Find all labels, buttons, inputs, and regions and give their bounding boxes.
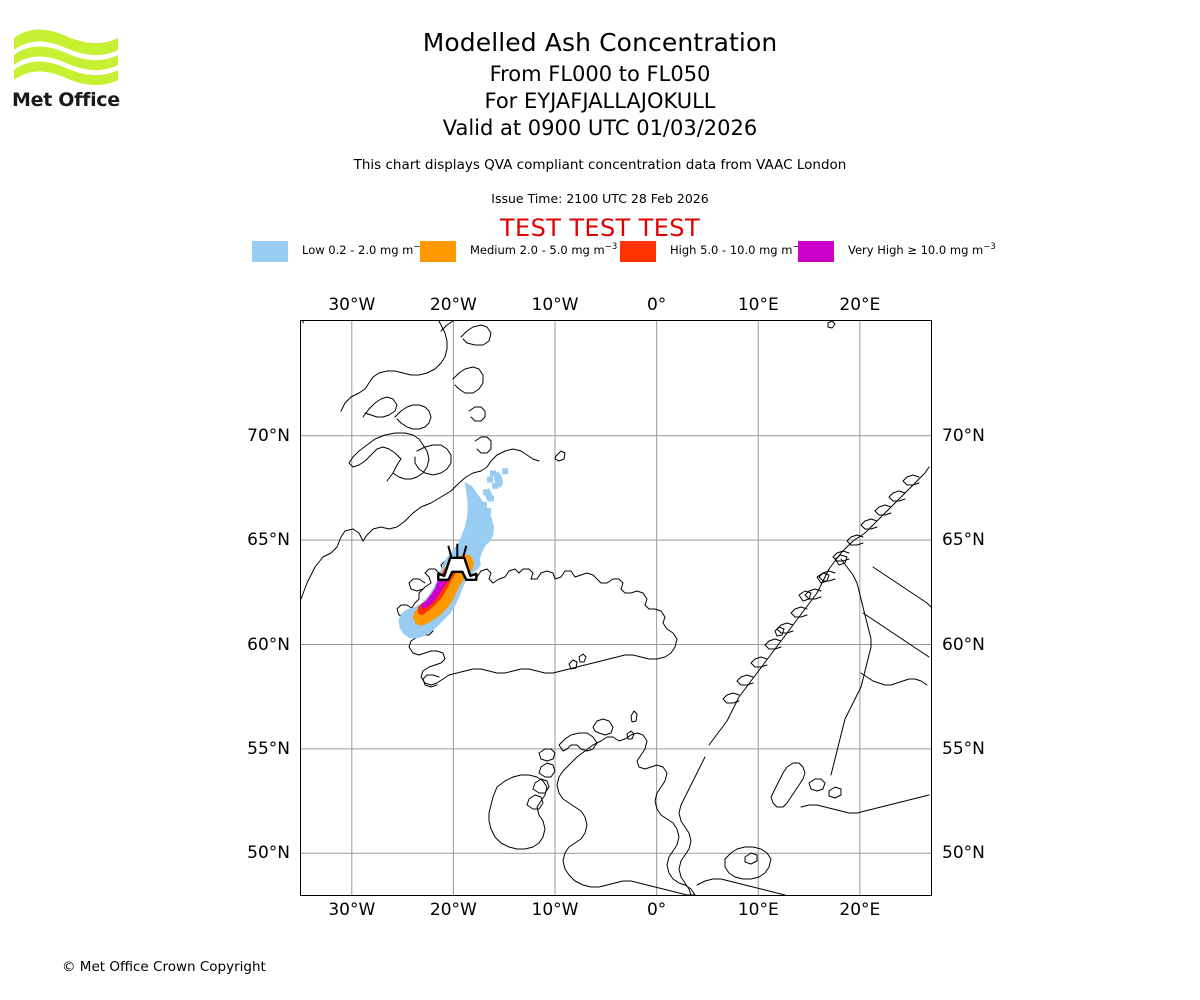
met-office-logo — [12, 24, 132, 114]
legend-label-1: Medium 2.0 - 5.0 mg m−3 — [470, 242, 618, 258]
legend-swatch-2 — [620, 240, 656, 262]
ash-fleck-low-3 — [492, 482, 499, 489]
lon-tick-top-0: 30°W — [328, 295, 376, 315]
ash-fleck-low-6 — [480, 501, 487, 508]
legend-item-3: Very High ≥ 10.0 mg m−3 — [798, 240, 996, 262]
met-office-wordmark: Met Office — [12, 89, 120, 111]
ash-fleck-low-9 — [502, 468, 509, 475]
legend-label-3: Very High ≥ 10.0 mg m−3 — [848, 242, 996, 258]
concentration-legend: Low 0.2 - 2.0 mg m−3 Medium 2.0 - 5.0 mg … — [0, 240, 1200, 264]
qva-note: This chart displays QVA compliant concen… — [353, 157, 847, 173]
lon-tick-top-4: 10°E — [737, 295, 779, 315]
legend-swatch-3 — [798, 240, 834, 262]
lon-tick-top-1: 20°W — [429, 295, 477, 315]
valid-time: Valid at 0900 UTC 01/03/2026 — [442, 116, 758, 140]
ash-fleck-low-1 — [495, 474, 502, 481]
lat-tick-right-1: 55°N — [942, 738, 985, 759]
ash-fleck-low-7 — [485, 507, 491, 514]
legend-swatch-1 — [420, 240, 456, 262]
copyright-footer: © Met Office Crown Copyright — [62, 959, 266, 975]
lon-tick-bottom-2: 10°W — [531, 900, 579, 920]
issue-time: Issue Time: 2100 UTC 28 Feb 2026 — [491, 191, 709, 206]
flight-level-range: From FL000 to FL050 — [489, 62, 711, 86]
volcano-marker-icon — [437, 543, 478, 581]
ash-contour-low — [398, 481, 495, 639]
lat-tick-left-4: 70°N — [247, 425, 290, 446]
ash-fleck-low-2 — [487, 476, 493, 483]
lon-tick-top-3: 0° — [646, 295, 667, 315]
lon-tick-bottom-1: 20°W — [429, 900, 477, 920]
ash-fleck-low-5 — [488, 495, 494, 502]
lon-tick-bottom-0: 30°W — [328, 900, 376, 920]
lat-tick-left-0: 50°N — [247, 843, 290, 864]
legend-label-0: Low 0.2 - 2.0 mg m−3 — [302, 243, 426, 258]
lat-tick-right-3: 65°N — [942, 530, 985, 551]
lat-tick-left-2: 60°N — [247, 634, 290, 655]
lon-tick-bottom-4: 10°E — [737, 900, 779, 920]
lat-tick-right-4: 70°N — [942, 425, 985, 446]
lat-tick-right-0: 50°N — [942, 843, 985, 864]
ash-fleck-low-4 — [482, 489, 489, 496]
lat-tick-right-2: 60°N — [942, 634, 985, 655]
legend-swatch-0 — [252, 240, 288, 262]
map-plot-area[interactable] — [300, 320, 932, 896]
test-banner: TEST TEST TEST — [499, 214, 700, 242]
legend-label-2: High 5.0 - 10.0 mg m−3 — [670, 243, 805, 258]
ash-fleck-low-0 — [490, 470, 496, 477]
chart-title: Modelled Ash Concentration — [422, 28, 778, 57]
legend-item-1: Medium 2.0 - 5.0 mg m−3 — [420, 240, 617, 262]
lon-tick-top-2: 10°W — [531, 295, 579, 315]
volcano-name: For EYJAFJALLAJOKULL — [484, 89, 716, 113]
lon-tick-bottom-5: 20°E — [839, 900, 881, 920]
ash-fleck-low-8 — [477, 514, 484, 521]
legend-item-0: Low 0.2 - 2.0 mg m−3 — [252, 240, 426, 262]
lon-tick-bottom-3: 0° — [646, 900, 667, 920]
legend-item-2: High 5.0 - 10.0 mg m−3 — [620, 240, 805, 262]
lon-tick-top-5: 20°E — [839, 295, 881, 315]
lat-tick-left-3: 65°N — [247, 530, 290, 551]
lat-tick-left-1: 55°N — [247, 738, 290, 759]
